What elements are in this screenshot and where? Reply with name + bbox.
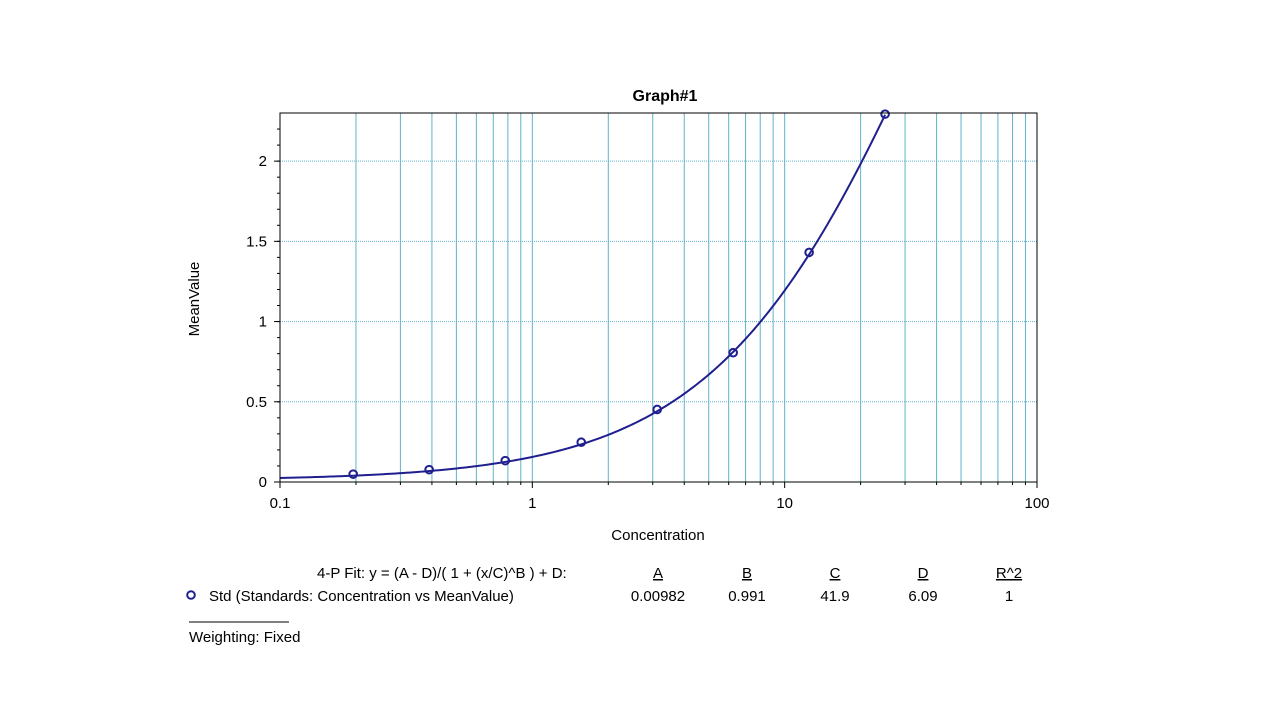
legend: 4-P Fit: y = (A - D)/( 1 + (x/C)^B ) + D… bbox=[186, 565, 1022, 646]
y-tick-label: 0 bbox=[259, 474, 267, 491]
value-a: 0.00982 bbox=[631, 588, 685, 605]
x-axis-label: Concentration bbox=[611, 527, 704, 544]
grid bbox=[280, 113, 1037, 482]
y-tick-label: 2 bbox=[259, 153, 267, 170]
axes bbox=[279, 112, 1038, 483]
value-d: 6.09 bbox=[908, 588, 937, 605]
fit-curve bbox=[279, 114, 886, 479]
fit-formula: 4-P Fit: y = (A - D)/( 1 + (x/C)^B ) + D… bbox=[317, 565, 567, 582]
x-tick-label: 0.1 bbox=[270, 495, 291, 512]
data-point bbox=[424, 464, 434, 475]
x-tick-label: 10 bbox=[776, 495, 793, 512]
series-label: Std (Standards: Concentration vs MeanVal… bbox=[209, 588, 514, 605]
y-tick-label: 0.5 bbox=[246, 394, 267, 411]
value-c: 41.9 bbox=[820, 588, 849, 605]
weighting-label: Weighting: Fixed bbox=[189, 629, 300, 646]
data-point bbox=[576, 437, 587, 448]
data-points bbox=[348, 109, 890, 479]
y-tick-label: 1.5 bbox=[246, 233, 267, 250]
header-c: C bbox=[830, 565, 841, 582]
header-r2: R^2 bbox=[996, 565, 1022, 582]
x-tick-label: 1 bbox=[528, 495, 536, 512]
header-a: A bbox=[653, 565, 663, 582]
data-point bbox=[348, 469, 358, 479]
data-point bbox=[652, 404, 663, 415]
value-b: 0.991 bbox=[728, 588, 766, 605]
ticks: 0 0.5 1 1.5 2 0.1 1 10 100 bbox=[246, 128, 1050, 512]
value-r2: 1 bbox=[1005, 588, 1013, 605]
legend-marker-icon bbox=[186, 590, 196, 600]
header-d: D bbox=[918, 565, 929, 582]
data-point bbox=[500, 455, 511, 466]
plot-frame bbox=[279, 112, 1038, 483]
data-point bbox=[728, 347, 738, 358]
data-point bbox=[880, 109, 890, 119]
fit-curve-layer bbox=[279, 114, 886, 479]
chart-title: Graph#1 bbox=[633, 88, 698, 105]
data-point bbox=[804, 247, 814, 258]
y-tick-label: 1 bbox=[259, 314, 267, 331]
header-b: B bbox=[742, 565, 752, 582]
x-tick-label: 100 bbox=[1024, 495, 1049, 512]
y-axis-label: MeanValue bbox=[186, 262, 203, 337]
